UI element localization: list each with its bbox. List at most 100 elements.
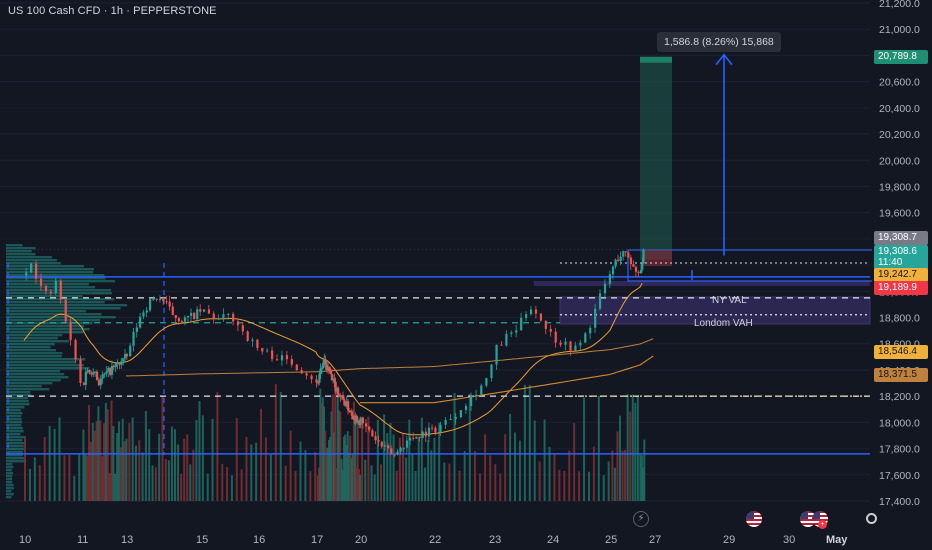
candle-body <box>632 264 635 267</box>
volume-bar <box>383 414 386 501</box>
volume-bar <box>326 447 329 501</box>
volume-bar <box>433 437 436 501</box>
volume-profile-bar <box>6 424 22 427</box>
volume-bar <box>468 394 471 501</box>
candle-body <box>129 345 132 357</box>
candle-body <box>549 328 552 332</box>
candle-body <box>261 347 264 352</box>
candle-body <box>135 327 138 332</box>
volume-bar <box>351 454 354 501</box>
candle-body <box>355 415 358 423</box>
candle-body <box>554 331 557 343</box>
candle-body <box>515 330 518 333</box>
volume-profile-bar <box>6 382 53 385</box>
y-tick-label: 18,000.0 <box>879 417 920 429</box>
volume-profile-bar <box>6 475 13 478</box>
candle-body <box>349 411 352 413</box>
candle-body <box>544 320 547 329</box>
candle-body <box>183 317 187 322</box>
volume-bar <box>389 423 392 501</box>
value-area-strip <box>534 281 870 286</box>
candle-body <box>300 370 303 374</box>
y-tick-label: 19,800.0 <box>879 181 920 193</box>
volume-bar <box>211 418 214 501</box>
volume-bar <box>359 474 362 501</box>
volume-bar <box>629 411 632 501</box>
candle-body <box>109 367 112 375</box>
candle-body <box>190 312 193 316</box>
volume-profile-bar <box>6 385 42 388</box>
candle-body <box>158 298 162 300</box>
volume-bar <box>473 450 476 501</box>
volume-profile-bar <box>6 283 89 286</box>
volume-bar <box>528 384 531 501</box>
volume-profile-bar <box>6 481 13 484</box>
volume-profile-bar <box>6 442 26 445</box>
circle-marker-icon[interactable] <box>866 513 877 524</box>
candle-body <box>149 299 152 311</box>
candle-body <box>338 395 341 397</box>
candle-body <box>405 440 409 448</box>
candle-body <box>505 333 508 346</box>
candle-body <box>285 355 289 360</box>
volume-bar <box>334 384 337 501</box>
volume-bar <box>548 446 551 501</box>
candle-body <box>97 380 101 386</box>
volume-bar <box>189 464 192 501</box>
volume-bar <box>626 394 629 501</box>
volume-bar <box>613 467 616 501</box>
volume-bar <box>373 474 376 501</box>
volume-bar <box>405 457 408 501</box>
y-tick-label: 20,200.0 <box>879 129 920 141</box>
candle-body <box>347 401 350 411</box>
volume-bar <box>88 405 91 501</box>
candle-body <box>470 395 473 406</box>
candle-body <box>359 417 362 426</box>
candle-body <box>598 293 602 309</box>
time-axis-bg <box>0 528 932 550</box>
volume-bar <box>114 473 117 501</box>
candle-body <box>124 354 127 359</box>
volume-bar <box>320 403 323 501</box>
candle-body <box>92 371 95 375</box>
y-tick-label: 18,200.0 <box>879 391 920 403</box>
candle-body <box>569 341 572 351</box>
y-tick-label: 17,400.0 <box>879 496 920 508</box>
us-flag-icon[interactable] <box>746 511 762 527</box>
candle-body <box>396 451 399 455</box>
candle-body <box>525 314 528 318</box>
candle-body <box>320 367 324 369</box>
volume-bar <box>112 425 115 501</box>
volume-bar <box>386 433 389 501</box>
candle-body <box>490 364 493 379</box>
candle-body <box>82 383 86 385</box>
volume-bar <box>110 400 113 501</box>
candle-body <box>107 367 110 372</box>
volume-profile-bar <box>6 265 84 268</box>
candle-body <box>280 355 284 361</box>
candle-body <box>120 361 123 365</box>
volume-profile-bar <box>6 370 60 373</box>
candle-body <box>324 359 327 365</box>
volume-profile-bar <box>6 394 32 397</box>
candle-body <box>350 412 353 416</box>
candle-body <box>251 339 254 341</box>
volume-profile-bar <box>6 247 36 250</box>
volume-bar <box>78 454 81 501</box>
candle-body <box>424 431 427 437</box>
candle-body <box>317 382 320 384</box>
volume-bar <box>328 439 331 501</box>
candle-body <box>402 447 405 449</box>
candle-body <box>356 420 360 423</box>
volume-profile-bar <box>6 310 86 313</box>
volume-bar <box>558 469 561 501</box>
volume-bar <box>563 471 566 501</box>
volume-profile-bar <box>6 493 14 496</box>
volume-bar <box>324 431 327 501</box>
volume-profile-bar <box>6 463 13 466</box>
candle-body <box>629 257 632 265</box>
volume-bar <box>330 411 333 501</box>
candle-body <box>393 454 396 456</box>
lightning-icon[interactable]: ⚡ <box>633 511 649 527</box>
